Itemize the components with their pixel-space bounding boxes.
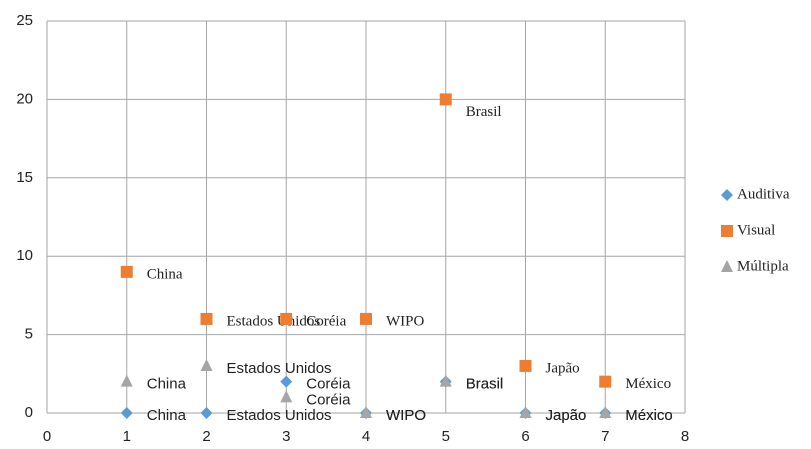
- data-point: [439, 93, 452, 106]
- data-point: [120, 374, 133, 387]
- data-point: [280, 390, 293, 403]
- data-point: [200, 407, 213, 419]
- y-tick-label: 0: [25, 404, 33, 421]
- x-tick-label: 1: [123, 428, 131, 445]
- data-point: [280, 312, 293, 325]
- legend-marker: [721, 225, 733, 237]
- data-label: México: [625, 376, 671, 392]
- data-label: Brasil: [466, 376, 504, 393]
- legend-label: Auditiva: [737, 186, 790, 202]
- x-tick-label: 3: [282, 428, 290, 445]
- data-label: Brasil: [466, 104, 502, 120]
- data-point: [439, 374, 452, 387]
- data-label: Coréia: [306, 391, 351, 408]
- x-tick-label: 6: [521, 428, 529, 445]
- data-point: [360, 406, 372, 418]
- data-label: China: [147, 407, 187, 424]
- data-label: Estados Unidos: [227, 407, 332, 424]
- data-point: [280, 375, 293, 388]
- y-tick-label: 20: [16, 90, 33, 107]
- x-tick-label: 5: [442, 428, 450, 445]
- data-label: WIPO: [386, 313, 424, 329]
- data-label: Japão: [546, 407, 587, 424]
- x-tick-label: 0: [43, 428, 51, 445]
- x-tick-label: 8: [681, 428, 689, 445]
- data-label: México: [625, 407, 673, 424]
- data-label: WIPO: [386, 407, 426, 424]
- data-label: WIPO: [386, 407, 426, 424]
- data-label: China: [147, 266, 183, 282]
- data-point: [599, 375, 612, 388]
- data-label: China: [147, 376, 187, 393]
- data-point: [519, 359, 532, 372]
- data-label: México: [625, 407, 673, 424]
- data-label: Estados Unidos: [227, 360, 332, 377]
- data-point: [360, 312, 372, 325]
- data-point: [599, 406, 612, 418]
- data-point: [200, 312, 213, 325]
- data-label: Brasil: [466, 376, 504, 393]
- data-label: Coréia: [306, 313, 346, 329]
- data-point: [519, 406, 532, 418]
- data-label: Japão: [546, 360, 580, 376]
- legend-label: Múltipla: [737, 258, 789, 274]
- y-tick-label: 25: [16, 12, 33, 29]
- data-point: [120, 407, 133, 419]
- y-tick-label: 5: [25, 326, 33, 343]
- legend-marker: [721, 260, 733, 272]
- legend-label: Visual: [737, 222, 775, 238]
- data-point: [200, 358, 213, 371]
- legend-marker: [721, 189, 733, 201]
- data-label: Estados Unidos: [227, 313, 321, 329]
- x-tick-label: 4: [362, 428, 370, 445]
- data-point: [120, 265, 133, 278]
- x-tick-label: 2: [202, 428, 210, 445]
- y-tick-label: 15: [16, 169, 33, 186]
- y-tick-label: 10: [16, 247, 33, 264]
- data-label: Coréia: [306, 376, 351, 393]
- x-tick-label: 7: [601, 428, 609, 445]
- data-label: Japão: [546, 407, 587, 424]
